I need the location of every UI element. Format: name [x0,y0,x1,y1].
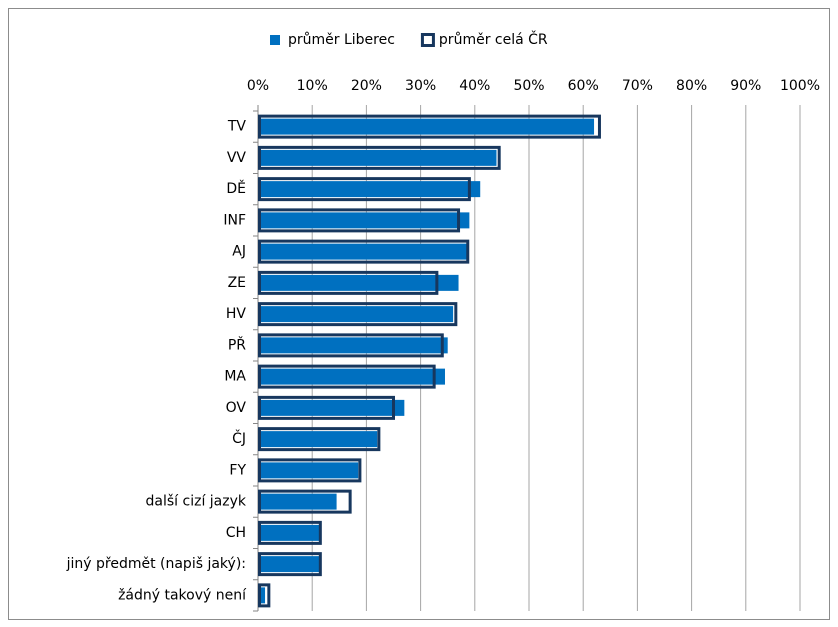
bar-outline [258,333,444,358]
bar [258,368,445,385]
y-tick-label: OV [226,400,247,416]
bar [258,243,467,260]
y-tick-label: CH [226,525,246,541]
y-tick-label: PŘ [228,336,246,353]
x-tick-label: 100% [780,78,820,94]
bar [258,149,497,166]
bar-outline [258,114,601,139]
y-tick-label: žádný takový není [118,587,247,603]
bar-outline [258,458,362,483]
legend-label: průměr Liberec [288,32,395,48]
bar-outline [258,270,439,295]
bar [258,587,266,604]
bar [258,462,359,479]
bar-outline [258,583,271,608]
y-tick-label: TV [227,119,247,135]
bar-outline [258,395,395,420]
x-tick-label: 90% [730,78,761,94]
bar-outline [258,520,322,545]
y-tick-label: INF [223,212,246,228]
bar-outline [258,364,436,389]
y-tick-label: ZE [228,275,246,291]
bar [258,274,459,291]
bar-outline [258,145,501,170]
y-tick-label: ČJ [232,429,246,447]
bar-outline [258,427,381,452]
y-tick-label: VV [227,150,247,166]
x-tick-label: 20% [351,78,382,94]
y-tick-label: jiný předmět (napiš jaký): [66,556,246,572]
legend-label: průměr celá ČR [439,30,548,48]
x-tick-label: 60% [568,78,599,94]
bar-outline [258,208,461,233]
bar-outline [258,239,470,264]
bar [258,181,481,198]
x-tick-label: 50% [513,78,544,94]
bar-outline [258,177,471,202]
x-tick-label: 40% [459,78,490,94]
bar [258,556,321,573]
bar [258,212,470,229]
bar [258,493,337,510]
x-tick-label: 10% [297,78,328,94]
legend-swatch [270,35,280,45]
bar [258,118,595,135]
x-tick-label: 30% [405,78,436,94]
legend-swatch [420,33,435,47]
bar-outline [258,552,322,577]
x-tick-label: 80% [676,78,707,94]
bar [258,399,405,416]
bar [258,306,454,323]
x-tick-label: 0% [247,78,269,94]
y-tick-label: MA [224,369,246,385]
bar-outline [258,302,458,327]
bar [258,337,448,354]
y-tick-label: další cizí jazyk [146,494,247,510]
bar-outline [258,489,352,514]
x-tick-label: 70% [622,78,653,94]
y-tick-label: AJ [232,244,246,260]
y-tick-label: HV [226,306,247,322]
bar [258,431,378,448]
y-tick-label: FY [229,462,246,478]
bar [258,524,321,541]
y-tick-label: DĚ [226,180,246,197]
